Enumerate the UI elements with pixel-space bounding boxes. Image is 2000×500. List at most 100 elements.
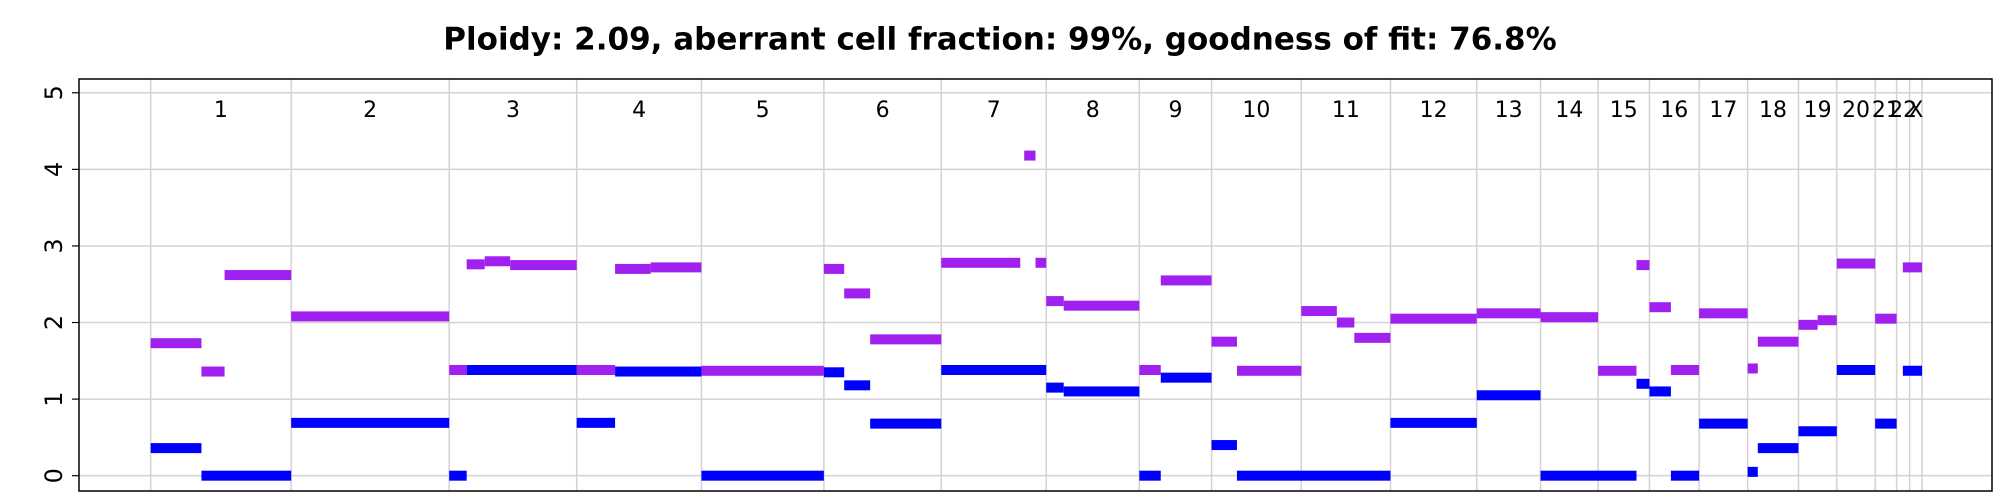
copy-number-segment — [650, 262, 702, 273]
copy-number-segment — [1139, 365, 1161, 376]
copy-number-segment — [1476, 308, 1541, 319]
copy-number-segment — [615, 263, 651, 274]
copy-number-segment — [224, 270, 292, 281]
copy-number-segment — [870, 334, 942, 345]
y-tick-label: 3 — [40, 238, 68, 253]
plot-frame — [78, 78, 1993, 492]
chromosome-label: 11 — [1332, 98, 1360, 123]
copy-number-segment — [1301, 306, 1337, 317]
copy-number-segment — [1747, 466, 1758, 477]
chromosome-label: 1 — [214, 98, 228, 123]
copy-number-segment — [1211, 336, 1237, 347]
copy-number-segment — [150, 443, 202, 454]
chromosome-label: 7 — [987, 98, 1001, 123]
copy-number-segment — [1757, 443, 1799, 454]
copy-number-segment — [844, 380, 871, 391]
copy-number-segment — [1598, 365, 1637, 376]
copy-number-segment — [449, 365, 467, 376]
copy-number-segment — [1211, 440, 1237, 451]
copy-number-segment — [510, 260, 577, 271]
copy-number-segment — [870, 418, 942, 429]
copy-number-segment — [1670, 365, 1700, 376]
copy-number-segment — [1798, 319, 1818, 330]
y-tick-label: 2 — [40, 315, 68, 330]
copy-number-segment — [576, 417, 616, 428]
copy-number-segment — [291, 311, 450, 322]
copy-number-segment — [1902, 365, 1923, 376]
chromosome-label: 22 — [1889, 98, 1917, 123]
copy-number-segment — [615, 366, 702, 377]
copy-number-segment — [1236, 470, 1391, 481]
chromosome-label: 16 — [1660, 98, 1688, 123]
copy-number-segment — [823, 367, 845, 378]
chromosome-label: 14 — [1555, 98, 1583, 123]
chromosome-label: 9 — [1168, 98, 1182, 123]
copy-number-segment — [291, 417, 450, 428]
copy-number-segment — [1636, 378, 1650, 389]
chromosome-label: 21 — [1872, 98, 1900, 123]
copy-number-segment — [1540, 470, 1637, 481]
chromosome-label: 4 — [632, 98, 646, 123]
copy-number-segment — [1035, 257, 1047, 268]
copy-number-segment — [1875, 418, 1897, 429]
chromosome-label: 19 — [1804, 98, 1832, 123]
copy-number-segment — [1390, 417, 1477, 428]
copy-number-segment — [1160, 275, 1212, 286]
copy-number-segment — [449, 470, 467, 481]
chromosome-label: 13 — [1495, 98, 1523, 123]
copy-number-segment — [1649, 302, 1671, 313]
copy-number-segment — [1063, 300, 1140, 311]
chart-title: Ploidy: 2.09, aberrant cell fraction: 99… — [443, 22, 1556, 58]
chromosome-label: 15 — [1610, 98, 1638, 123]
copy-number-segment — [1024, 150, 1036, 161]
y-tick-label: 4 — [40, 162, 68, 177]
chromosome-label: 12 — [1420, 98, 1448, 123]
copy-number-segment — [1046, 382, 1064, 393]
copy-number-segment — [201, 366, 225, 377]
copy-number-segment — [1336, 317, 1355, 328]
copy-number-segment — [1046, 296, 1064, 307]
chromosome-label: 5 — [756, 98, 770, 123]
chromosome-label: 17 — [1709, 98, 1737, 123]
copy-number-segment — [1063, 386, 1140, 397]
copy-number-segment — [1236, 365, 1302, 376]
copy-number-segment — [1902, 262, 1923, 273]
chromosome-label: 10 — [1242, 98, 1270, 123]
chromosome-label: X — [1908, 98, 1923, 123]
copy-number-segment — [576, 365, 616, 376]
copy-number-segment — [823, 263, 845, 274]
chromosome-label: 3 — [506, 98, 520, 123]
copy-number-segment — [1649, 386, 1671, 397]
copy-number-segment — [941, 257, 1021, 268]
copy-number-segment — [941, 365, 1047, 376]
copy-number-segment — [701, 365, 824, 376]
copy-number-segment — [1476, 390, 1541, 401]
copy-number-segment — [150, 338, 202, 349]
copy-number-segment — [466, 259, 485, 270]
y-tick-label: 1 — [40, 391, 68, 406]
copy-number-segment — [1540, 312, 1599, 323]
copy-number-segment — [484, 256, 511, 267]
chromosome-label: 6 — [876, 98, 890, 123]
copy-number-segment — [1160, 372, 1212, 383]
y-tick-label: 0 — [40, 468, 68, 483]
copy-number-segment — [1670, 470, 1700, 481]
copy-number-segment — [201, 470, 292, 481]
copy-number-segment — [1798, 426, 1837, 437]
copy-number-segment — [844, 288, 871, 299]
copy-number-segment — [1139, 470, 1161, 481]
y-tick-label: 5 — [40, 85, 68, 100]
copy-number-segment — [1636, 260, 1650, 271]
copy-number-segment — [1390, 313, 1477, 324]
copy-number-segment — [1699, 308, 1748, 319]
copy-number-segment — [701, 470, 824, 481]
copy-number-segment — [1875, 313, 1897, 324]
copy-number-segment — [1699, 418, 1748, 429]
copy-number-segment — [466, 365, 577, 376]
chromosome-label: 18 — [1759, 98, 1787, 123]
copy-number-segment — [1757, 336, 1799, 347]
copy-number-segment — [1747, 363, 1758, 374]
copy-number-segment — [1836, 258, 1876, 269]
